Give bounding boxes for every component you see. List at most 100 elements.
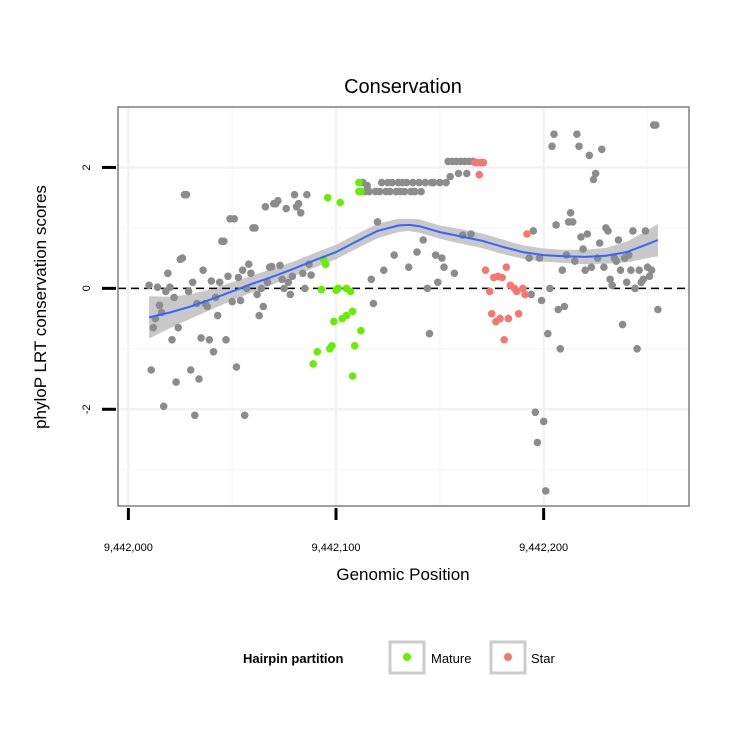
y-tick-label: 2 xyxy=(81,164,93,170)
point-other xyxy=(205,336,214,344)
point-other xyxy=(566,209,575,217)
legend-swatch-star xyxy=(504,653,512,661)
point-other xyxy=(197,334,205,342)
point-other xyxy=(303,190,311,199)
point-other xyxy=(575,142,583,151)
point-other xyxy=(263,278,272,287)
point-other xyxy=(369,299,378,308)
point-other xyxy=(400,187,409,196)
point-other xyxy=(188,278,197,287)
point-other xyxy=(440,263,448,272)
point-other xyxy=(294,199,303,208)
point-other xyxy=(531,408,540,417)
point-other xyxy=(633,345,641,353)
point-other xyxy=(600,263,608,272)
point-other xyxy=(402,178,411,187)
point-other xyxy=(159,402,168,411)
point-other xyxy=(365,187,374,196)
point-star xyxy=(498,273,506,282)
point-star xyxy=(485,287,494,296)
point-other xyxy=(614,236,623,244)
confidence-band xyxy=(149,218,658,339)
point-other xyxy=(604,227,612,235)
point-other xyxy=(598,145,606,154)
point-mature xyxy=(317,285,326,294)
point-other xyxy=(234,273,243,282)
point-other xyxy=(425,329,434,338)
point-other xyxy=(579,245,587,253)
point-other xyxy=(629,227,637,235)
point-other xyxy=(195,375,203,383)
point-other xyxy=(203,302,212,311)
point-mature xyxy=(328,342,336,350)
point-other xyxy=(220,237,228,245)
point-other xyxy=(224,272,232,281)
point-other xyxy=(213,311,222,320)
point-other xyxy=(174,323,182,332)
point-other xyxy=(261,203,270,211)
legend-key-mature xyxy=(388,640,426,675)
point-other xyxy=(421,178,430,187)
x-tick-label: 9,442,100 xyxy=(312,542,361,554)
point-other xyxy=(155,301,164,310)
point-other xyxy=(585,151,594,160)
point-other xyxy=(589,175,598,184)
point-other xyxy=(434,278,442,287)
point-other xyxy=(654,305,662,314)
point-other xyxy=(253,290,261,299)
point-other xyxy=(240,411,249,420)
point-star xyxy=(504,314,513,323)
point-other xyxy=(554,305,562,314)
point-other xyxy=(454,169,463,178)
point-other xyxy=(153,283,162,292)
point-other xyxy=(544,329,552,338)
point-other xyxy=(606,275,614,284)
point-other xyxy=(280,284,288,293)
point-other xyxy=(529,227,538,235)
point-other xyxy=(647,266,656,275)
point-other xyxy=(301,284,309,293)
point-other xyxy=(377,178,386,187)
point-other xyxy=(228,297,236,306)
point-other xyxy=(232,363,241,371)
point-other xyxy=(537,296,546,305)
point-other xyxy=(417,187,425,196)
point-other xyxy=(182,190,191,199)
point-other xyxy=(652,121,660,129)
point-other xyxy=(411,187,419,196)
point-other xyxy=(612,257,621,266)
point-other xyxy=(577,233,585,241)
point-mature xyxy=(350,342,359,350)
point-other xyxy=(222,336,230,344)
point-mature xyxy=(334,284,342,293)
point-star xyxy=(523,230,531,238)
point-other xyxy=(415,178,423,187)
point-other xyxy=(581,266,589,275)
point-other xyxy=(388,178,396,187)
point-other xyxy=(639,275,648,284)
point-other xyxy=(215,278,224,287)
point-other xyxy=(296,209,305,217)
point-other xyxy=(436,178,444,187)
point-other xyxy=(390,251,399,259)
point-mature xyxy=(348,307,357,316)
legend: Hairpin partition Mature Star xyxy=(243,640,556,675)
point-star xyxy=(521,290,529,299)
point-other xyxy=(276,261,284,270)
point-other xyxy=(413,248,421,256)
point-other xyxy=(299,269,307,278)
point-star xyxy=(500,336,509,344)
point-star xyxy=(475,170,484,179)
point-mature xyxy=(346,287,355,296)
point-other xyxy=(616,266,625,275)
point-other xyxy=(178,254,187,262)
point-other xyxy=(423,284,432,293)
point-star xyxy=(519,284,527,293)
x-tick-label: 9,442,000 xyxy=(104,542,153,554)
point-other xyxy=(438,254,446,262)
point-other xyxy=(386,187,394,196)
point-other xyxy=(525,254,533,262)
point-other xyxy=(245,260,253,269)
point-other xyxy=(282,204,291,213)
point-other xyxy=(541,487,550,495)
